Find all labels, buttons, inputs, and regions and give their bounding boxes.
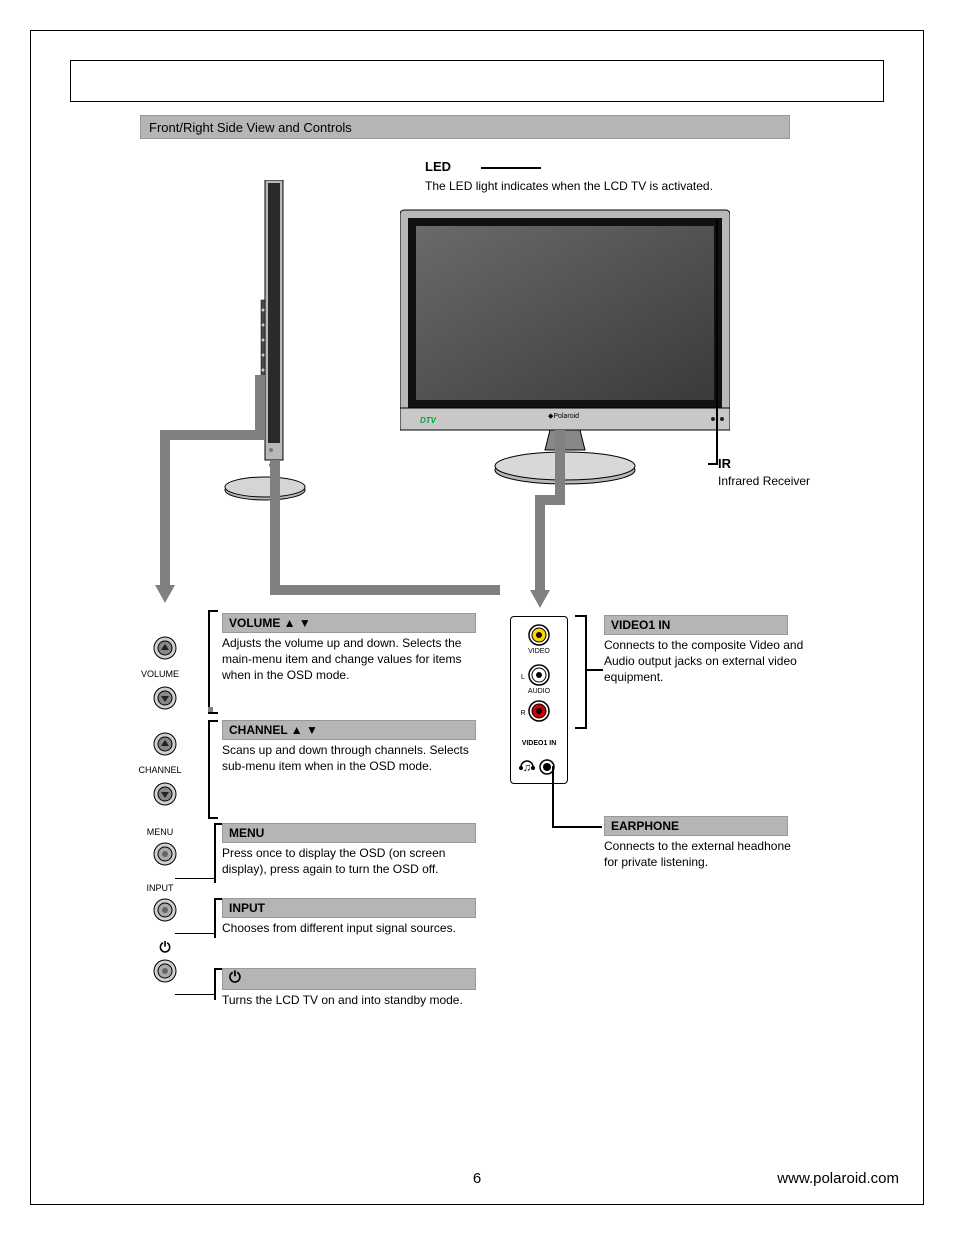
menu-button	[152, 841, 178, 867]
section-title: Front/Right Side View and Controls	[149, 120, 352, 135]
dtv-logo: DTV	[420, 416, 437, 425]
led-text: The LED light indicates when the LCD TV …	[425, 178, 745, 194]
svg-text:♫: ♫	[523, 762, 531, 774]
input-button	[152, 897, 178, 923]
earphone-text: Connects to the external headhone for pr…	[604, 838, 804, 870]
brand-logo: ◆Polaroid	[548, 413, 579, 420]
volume-bracket	[208, 610, 218, 714]
volume-title: VOLUME ▲ ▼	[222, 613, 476, 633]
channel-down-button	[152, 781, 178, 807]
video1-text: Connects to the composite Video and Audi…	[604, 637, 804, 686]
menu-title: MENU	[222, 823, 476, 843]
leader-to-controls	[150, 375, 270, 615]
svg-text:L: L	[521, 674, 525, 681]
power-button	[152, 958, 178, 984]
channel-bracket	[208, 720, 218, 819]
led-title: LED	[425, 159, 451, 174]
jack-panel: VIDEO L AUDIO R VIDEO1 IN ♫	[510, 616, 568, 784]
earphone-title: EARPHONE	[604, 816, 788, 836]
power-callout: ⏻ Turns the LCD TV on and into standby m…	[222, 968, 502, 1008]
ir-title: IR	[718, 456, 818, 471]
menu-text: Press once to display the OSD (on screen…	[222, 845, 492, 877]
channel-label: CHANNEL	[135, 765, 185, 775]
header-frame	[70, 60, 884, 102]
channel-up-button	[152, 731, 178, 757]
channel-callout: CHANNEL ▲ ▼ Scans up and down through ch…	[222, 720, 492, 774]
menu-leader	[175, 878, 215, 879]
channel-title: CHANNEL ▲ ▼	[222, 720, 476, 740]
earphone-leader	[552, 766, 602, 826]
led-leader	[481, 167, 541, 169]
ir-callout: IR Infrared Receiver	[718, 456, 818, 489]
volume-dot	[208, 707, 213, 712]
menu-label: MENU	[135, 827, 185, 837]
svg-text:VIDEO1 IN: VIDEO1 IN	[522, 740, 557, 747]
earphone-callout: EARPHONE Connects to the external headho…	[604, 816, 804, 870]
section-title-bar: Front/Right Side View and Controls	[140, 115, 790, 139]
menu-bracket	[214, 823, 222, 883]
input-bracket	[214, 898, 222, 938]
ir-text: Infrared Receiver	[718, 473, 818, 489]
video1-title: VIDEO1 IN	[604, 615, 788, 635]
volume-up-button	[152, 635, 178, 661]
power-text: Turns the LCD TV on and into standby mod…	[222, 992, 502, 1008]
footer-url: www.polaroid.com	[777, 1170, 899, 1187]
power-title: ⏻	[222, 968, 476, 990]
input-callout: INPUT Chooses from different input signa…	[222, 898, 502, 936]
channel-text: Scans up and down through channels. Sele…	[222, 742, 492, 774]
svg-text:VIDEO: VIDEO	[528, 648, 550, 655]
input-leader	[175, 933, 215, 934]
video1-callout: VIDEO1 IN Connects to the composite Vide…	[604, 615, 804, 686]
volume-callout: VOLUME ▲ ▼ Adjusts the volume up and dow…	[222, 613, 492, 684]
power-icon: ⏻	[135, 939, 195, 956]
input-title: INPUT	[222, 898, 476, 918]
input-label: INPUT	[135, 883, 185, 893]
video1-bracket	[575, 615, 587, 729]
power-bracket	[214, 968, 222, 1000]
menu-callout: MENU Press once to display the OSD (on s…	[222, 823, 492, 877]
volume-down-button	[152, 685, 178, 711]
led-callout: LED The LED light indicates when the LCD…	[425, 158, 805, 194]
volume-text: Adjusts the volume up and down. Selects …	[222, 635, 492, 684]
input-text: Chooses from different input signal sour…	[222, 920, 502, 936]
power-leader	[175, 994, 215, 995]
leader-side-to-jacks	[270, 460, 570, 630]
ir-leader-v	[716, 220, 718, 464]
svg-text:R: R	[520, 710, 525, 717]
svg-text:AUDIO: AUDIO	[528, 688, 551, 695]
volume-label: VOLUME	[135, 669, 185, 679]
